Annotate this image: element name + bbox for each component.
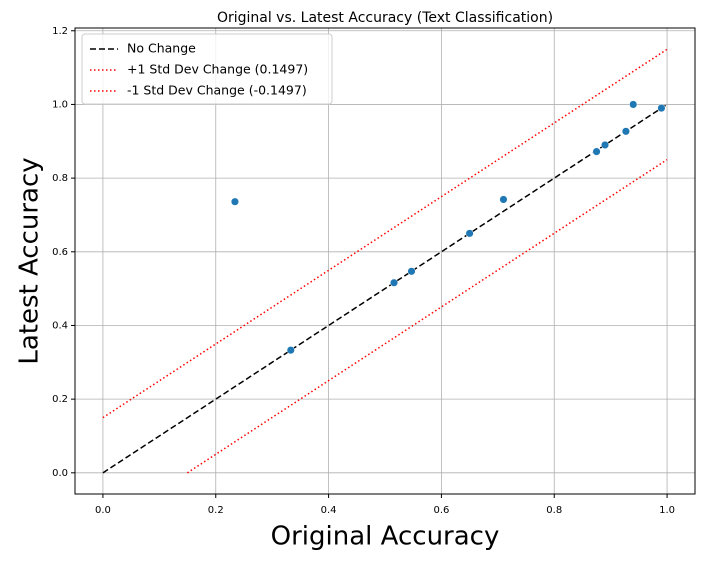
x-axis-label: Original Accuracy — [271, 522, 500, 552]
y-tick-label: 0.2 — [52, 394, 68, 405]
legend-label: +1 Std Dev Change (0.1497) — [127, 62, 308, 77]
y-axis-label: Latest Accuracy — [15, 157, 45, 364]
y-tick-label: 1.2 — [52, 26, 68, 37]
y-tick-label: 0.4 — [52, 320, 68, 331]
y-tick-label: 1.0 — [52, 99, 68, 110]
scatter-point — [465, 229, 474, 238]
plot-frame — [74, 27, 696, 495]
legend-label: No Change — [127, 41, 196, 56]
y-tick-label: 0.8 — [52, 173, 68, 184]
scatter-point — [629, 100, 638, 109]
scatter-point — [592, 147, 601, 156]
x-tick-label: 0.2 — [208, 505, 224, 516]
x-tick-label: 0.4 — [321, 505, 337, 516]
x-tick-label: 0.6 — [433, 505, 449, 516]
x-tick-label: 1.0 — [659, 505, 675, 516]
scatter-point — [600, 140, 610, 150]
scatter-point — [407, 267, 416, 276]
reference-line — [102, 103, 668, 474]
x-tick-label: 0.0 — [95, 505, 111, 516]
y-tick-label: 0.6 — [52, 247, 68, 258]
y-tick-label: 0.0 — [52, 468, 68, 479]
scatter-point — [621, 127, 630, 136]
scatter-point — [389, 278, 399, 287]
scatter-point — [286, 346, 295, 355]
reference-line — [186, 158, 668, 474]
chart-title: Original vs. Latest Accuracy (Text Class… — [217, 10, 553, 26]
scatter-point — [230, 197, 239, 206]
legend-box — [81, 33, 333, 105]
scatter-point — [657, 104, 666, 113]
scatter-point — [499, 195, 508, 204]
reference-line — [102, 48, 668, 419]
legend-label: -1 Std Dev Change (-0.1497) — [127, 83, 307, 98]
x-tick-label: 0.8 — [546, 505, 562, 516]
